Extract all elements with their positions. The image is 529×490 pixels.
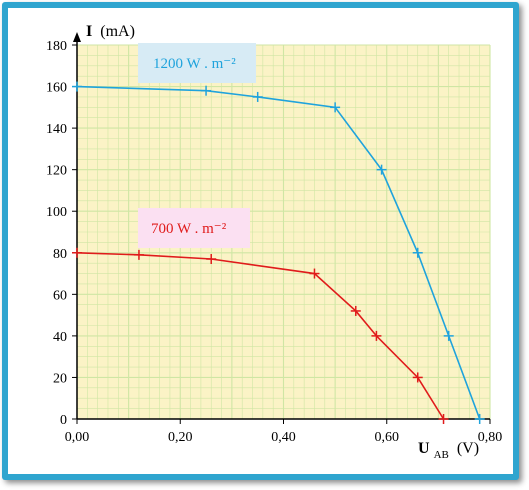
- y-axis-arrow: [73, 32, 81, 42]
- series-1200-label: 1200 W . m⁻²: [153, 56, 236, 72]
- series-1200-label-box: [138, 43, 256, 83]
- chart-frame: 0 20 40 60 80 100 120 140 160 180 0,00 0,20 0,40 0,6…: [2, 2, 519, 480]
- data-point-marker: [133, 249, 144, 260]
- data-point-marker: [72, 247, 82, 258]
- y-tick-label: 140: [46, 122, 67, 137]
- y-tick-label: 100: [46, 205, 67, 220]
- y-tick-label: 0: [60, 413, 67, 428]
- x-axis-label-unit: (V): [457, 440, 479, 457]
- data-point-marker: [474, 414, 485, 424]
- data-point-marker: [72, 81, 82, 92]
- data-point-marker: [376, 164, 387, 175]
- data-point-marker: [350, 305, 361, 316]
- series-layer: [72, 81, 485, 424]
- x-tick-label: 0,00: [65, 430, 90, 445]
- chart-svg: 0 20 40 60 80 100 120 140 160 180 0,00 0,20 0,40 0,6…: [46, 23, 503, 462]
- x-tick-label: 0,40: [271, 430, 296, 445]
- series-700-label: 700 W . m⁻²: [151, 221, 227, 237]
- data-point-marker: [438, 414, 449, 424]
- x-axis-label-main: U: [418, 440, 430, 457]
- y-tick-label: 180: [46, 39, 67, 54]
- data-point-marker: [412, 247, 423, 258]
- x-axis-label: U AB (V): [418, 440, 479, 462]
- data-point-marker: [330, 102, 341, 113]
- x-axis-label-sub: AB: [434, 449, 449, 461]
- data-point-marker: [443, 330, 454, 341]
- y-tick-label: 80: [53, 247, 67, 262]
- data-point-marker: [371, 330, 382, 341]
- x-tick-label: 0,20: [168, 430, 193, 445]
- y-axis-label: I (mA): [86, 23, 135, 40]
- chart-panel: 0 20 40 60 80 100 120 140 160 180 0,00 0,20 0,40 0,6…: [8, 8, 513, 474]
- data-point-marker: [309, 268, 320, 279]
- y-tick-label: 160: [46, 81, 67, 96]
- x-tick-label: 0,80: [478, 430, 503, 445]
- series-700-label-box: [138, 208, 250, 248]
- y-axis-label-unit: (mA): [100, 23, 135, 40]
- y-tick-label: 60: [53, 288, 67, 303]
- data-point-marker: [201, 85, 212, 96]
- y-tick-label: 40: [53, 330, 67, 345]
- series-line-1: [76, 251, 445, 420]
- series-line-0: [76, 85, 481, 420]
- y-ticks: 0 20 40 60 80 100 120 140 160 180: [46, 39, 77, 428]
- x-ticks: 0,00 0,20 0,40 0,60 0,80: [65, 419, 503, 445]
- y-axis-label-main: I: [86, 23, 92, 40]
- data-point-marker: [412, 372, 423, 383]
- data-point-marker: [252, 91, 263, 102]
- y-tick-label: 120: [46, 164, 67, 179]
- y-tick-label: 20: [53, 371, 67, 386]
- data-point-marker: [206, 254, 217, 265]
- x-tick-label: 0,60: [375, 430, 400, 445]
